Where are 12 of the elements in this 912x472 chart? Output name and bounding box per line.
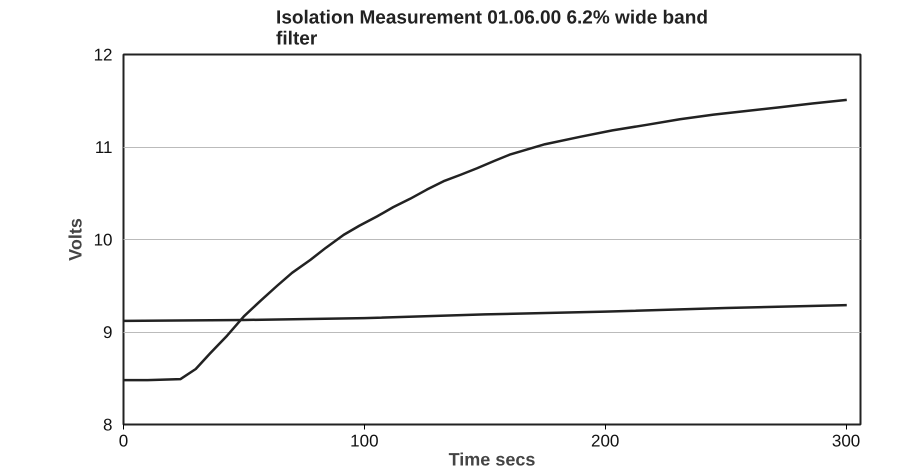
y-tick-label: 9 <box>103 323 113 342</box>
y-axis-title: Volts <box>66 218 86 261</box>
y-tick-label: 12 <box>94 46 113 64</box>
y-tick-label: 8 <box>103 416 113 434</box>
y-tick-label: 11 <box>94 138 113 157</box>
x-tick-label: 0 <box>118 432 128 450</box>
x-tick-label: 200 <box>591 432 620 450</box>
chart-title: Isolation Measurement 01.06.00 6.2% wide band filter <box>276 8 708 50</box>
x-tick-label: 100 <box>350 432 379 450</box>
x-axis-title: Time secs <box>448 450 536 470</box>
y-tick-label: 10 <box>94 230 113 250</box>
x-tick-label: 300 <box>832 432 860 450</box>
